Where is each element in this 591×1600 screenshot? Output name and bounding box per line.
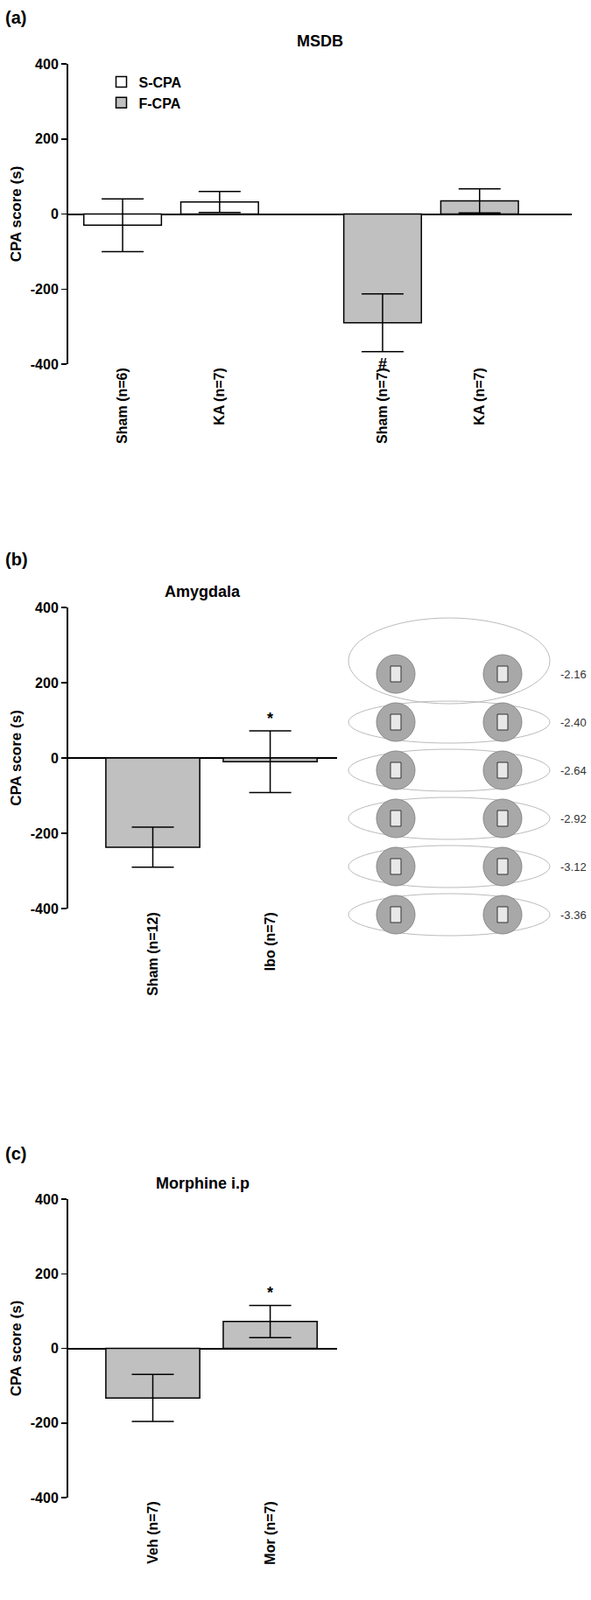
svg-text:-400: -400 — [30, 1491, 59, 1506]
svg-text:-200: -200 — [30, 826, 59, 842]
svg-text:KA (n=7): KA (n=7) — [471, 367, 487, 426]
svg-text:-3.36: -3.36 — [560, 908, 587, 922]
svg-text:200: 200 — [35, 131, 59, 147]
svg-text:-2.40: -2.40 — [560, 716, 587, 730]
svg-text:0: 0 — [50, 1341, 59, 1357]
svg-text:-2.64: -2.64 — [560, 764, 587, 778]
svg-text:MSDB: MSDB — [296, 32, 344, 50]
svg-text:-2.16: -2.16 — [560, 668, 587, 682]
svg-text:Veh (n=7): Veh (n=7) — [145, 1501, 161, 1565]
svg-text:400: 400 — [35, 56, 59, 72]
svg-text:-2.92: -2.92 — [560, 812, 587, 826]
svg-text:Sham (n=6): Sham (n=6) — [114, 367, 130, 444]
svg-text:KA (n=7): KA (n=7) — [211, 367, 227, 426]
svg-text:200: 200 — [35, 675, 59, 691]
svg-text:-200: -200 — [30, 281, 59, 297]
svg-text:Amygdala: Amygdala — [164, 583, 241, 601]
svg-text:0: 0 — [50, 206, 59, 222]
svg-text:#: # — [378, 355, 387, 373]
svg-text:Sham (n=12): Sham (n=12) — [145, 912, 161, 997]
svg-text:Mor (n=7): Mor (n=7) — [262, 1501, 278, 1565]
svg-text:-3.12: -3.12 — [560, 860, 587, 874]
svg-text:-400: -400 — [30, 357, 59, 373]
svg-text:CPA score (s): CPA score (s) — [7, 710, 25, 807]
svg-text:200: 200 — [35, 1266, 59, 1282]
svg-text:Morphine i.p: Morphine i.p — [155, 1174, 250, 1193]
svg-text:-200: -200 — [30, 1415, 59, 1431]
svg-text:F-CPA: F-CPA — [139, 96, 182, 112]
svg-text:(c): (c) — [5, 1144, 27, 1164]
svg-text:400: 400 — [35, 1192, 59, 1208]
svg-text:400: 400 — [35, 600, 59, 616]
svg-text:S-CPA: S-CPA — [139, 75, 183, 91]
svg-text:(b): (b) — [5, 549, 29, 570]
svg-text:Sham (n=7): Sham (n=7) — [374, 367, 390, 444]
svg-text:CPA score (s): CPA score (s) — [7, 166, 25, 263]
svg-text:CPA score (s): CPA score (s) — [7, 1301, 25, 1398]
svg-text:*: * — [267, 1284, 274, 1302]
svg-text:*: * — [267, 710, 274, 728]
svg-text:Ibo (n=7): Ibo (n=7) — [262, 912, 278, 971]
svg-text:(a): (a) — [5, 7, 27, 28]
svg-text:0: 0 — [50, 751, 59, 767]
svg-text:-400: -400 — [30, 901, 59, 917]
